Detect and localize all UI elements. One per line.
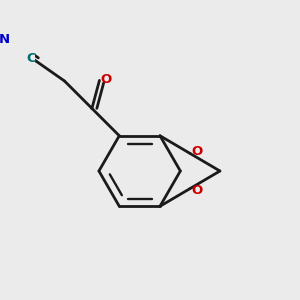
Text: C: C	[26, 52, 36, 65]
Text: N: N	[0, 33, 10, 46]
Text: O: O	[191, 145, 202, 158]
Text: O: O	[191, 184, 202, 197]
Text: O: O	[100, 73, 112, 85]
